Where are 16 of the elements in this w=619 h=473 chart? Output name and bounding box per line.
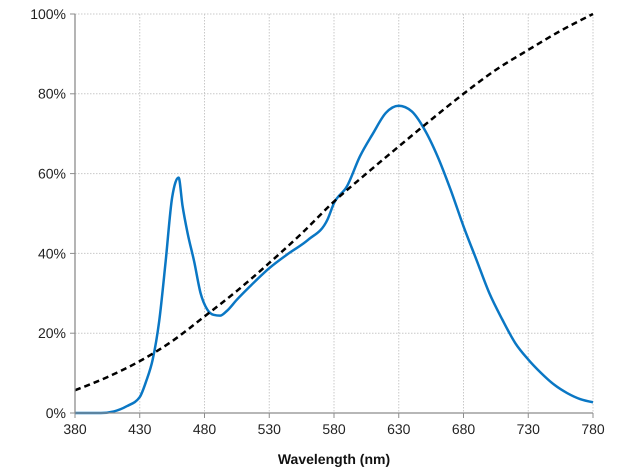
y-tick-label: 20% [38,325,66,342]
y-tick-label: 60% [38,166,66,182]
x-tick-label: 680 [452,421,476,437]
x-tick-label: 530 [258,421,282,437]
y-tick-label: 100% [30,6,66,22]
x-tick-label: 380 [63,421,87,437]
x-tick-label: 780 [581,421,605,437]
y-tick-label: 0% [46,404,66,421]
x-axis-title: Wavelength (nm) [278,451,390,467]
x-tick-label: 630 [387,421,411,437]
x-tick-label: 430 [128,421,152,437]
x-tick-label: 730 [516,421,540,437]
y-tick-label: 80% [38,86,66,102]
x-tick-label: 480 [192,421,216,437]
y-tick-label: 40% [38,245,66,262]
x-tick-label: 580 [322,421,346,437]
